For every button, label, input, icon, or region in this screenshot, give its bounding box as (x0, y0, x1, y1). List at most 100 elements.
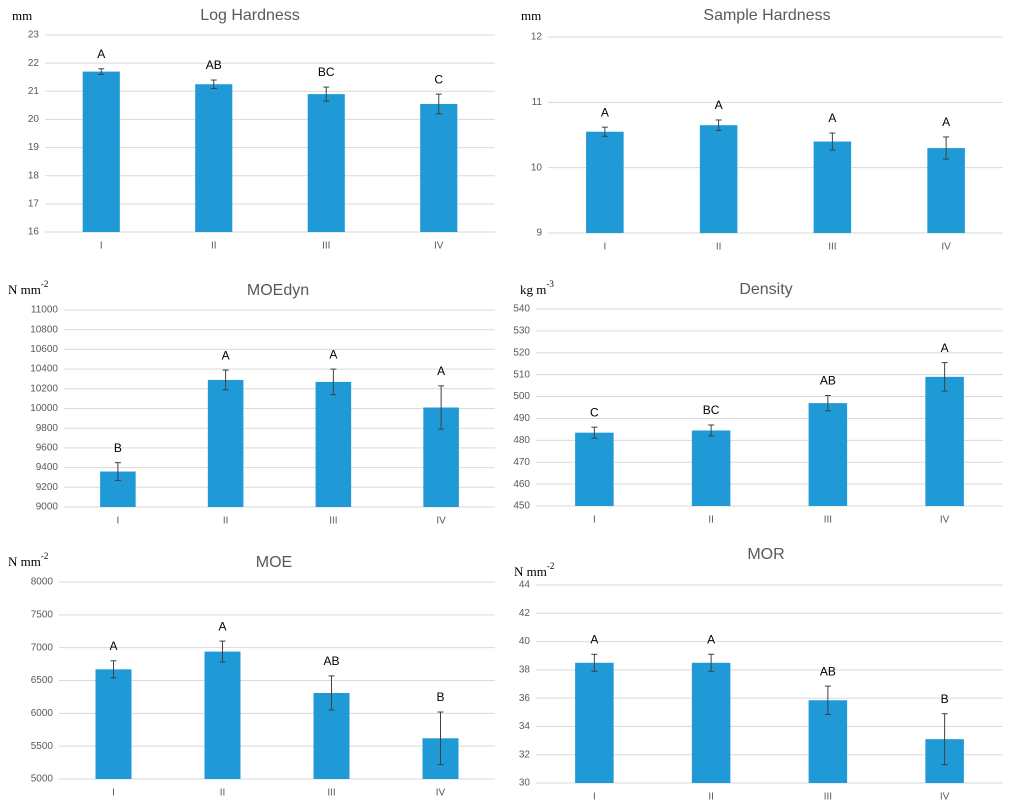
significance-label: A (941, 341, 949, 355)
x-tick-label: II (708, 792, 714, 803)
chart-title: Sample Hardness (703, 7, 830, 24)
chart-panel: mm Sample Hardness 9 10 11 12 A I A II A III A IV (521, 7, 1003, 253)
significance-label: A (329, 347, 337, 361)
bar (207, 379, 244, 507)
bar (699, 125, 738, 233)
significance-label: B (436, 690, 444, 704)
chart-panel: N mm-2 MOE 5000 5500 6000 6500 7000 7500 8000 A I A… (8, 551, 495, 799)
significance-label: A (942, 115, 950, 129)
x-tick-label: IV (941, 242, 951, 253)
bar (420, 103, 458, 232)
significance-label: A (97, 47, 105, 61)
y-tick-label: 44 (519, 580, 531, 591)
x-tick-label: I (593, 792, 596, 803)
x-tick-label: I (593, 515, 596, 526)
y-tick-label: 12 (531, 32, 543, 43)
y-tick-label: 9200 (36, 482, 59, 493)
y-unit-label: N mm-2 (8, 279, 48, 297)
bar (691, 662, 731, 783)
significance-label: B (114, 441, 122, 455)
chart-panel: N mm-2 MOR 30 32 34 36 38 40 42 44 A I A II AB III B IV (514, 546, 1003, 803)
y-tick-label: 8000 (31, 577, 54, 588)
y-tick-label: 10 (531, 162, 543, 173)
significance-label: AB (820, 664, 836, 678)
y-tick-label: 32 (519, 749, 531, 760)
y-tick-label: 9800 (36, 423, 59, 434)
y-tick-label: 9 (536, 228, 542, 239)
chart-title: MOE (256, 554, 292, 571)
x-tick-label: IV (434, 241, 444, 252)
y-tick-label: 19 (28, 142, 40, 153)
y-tick-label: 20 (28, 114, 40, 125)
significance-label: B (941, 692, 949, 706)
x-tick-label: III (824, 792, 832, 803)
x-tick-label: I (116, 516, 119, 527)
y-tick-label: 40 (519, 636, 531, 647)
y-tick-label: 9400 (36, 462, 59, 473)
y-tick-label: 9600 (36, 443, 59, 454)
y-tick-label: 530 (513, 326, 530, 337)
x-tick-label: II (220, 788, 226, 799)
bar (195, 84, 233, 232)
y-tick-label: 9000 (36, 502, 59, 513)
x-tick-label: III (327, 788, 335, 799)
significance-label: C (434, 72, 443, 86)
significance-label: A (715, 98, 723, 112)
x-tick-label: II (708, 515, 714, 526)
x-tick-label: III (828, 242, 836, 253)
y-tick-label: 11000 (31, 305, 59, 316)
chart-panel: mm Log Hardness 16 17 18 19 20 21 22 23 A I AB II BC II… (12, 7, 495, 252)
y-tick-label: 510 (513, 369, 530, 380)
y-tick-label: 17 (28, 198, 40, 209)
chart-title: MOR (747, 546, 784, 563)
significance-label: BC (703, 403, 720, 417)
significance-label: A (218, 619, 226, 633)
significance-label: A (590, 632, 598, 646)
y-tick-label: 11 (532, 97, 543, 108)
significance-label: BC (318, 65, 335, 79)
x-tick-label: III (329, 516, 337, 527)
y-tick-label: 34 (519, 721, 531, 732)
y-tick-label: 22 (28, 58, 40, 69)
x-tick-label: II (716, 242, 722, 253)
y-tick-label: 10000 (30, 403, 58, 414)
x-tick-label: III (322, 241, 330, 252)
bar (82, 71, 120, 232)
chart-title: MOEdyn (247, 282, 309, 299)
y-tick-label: 5500 (31, 741, 54, 752)
y-tick-label: 16 (28, 227, 40, 238)
chart-title: Density (739, 281, 792, 298)
bar (925, 376, 964, 506)
x-tick-label: IV (940, 515, 950, 526)
bar (575, 662, 614, 783)
chart-title: Log Hardness (200, 7, 300, 24)
chart-panel: N mm-2 MOEdyn 9000 9200 9400 9600 9800 10000 102… (8, 279, 495, 527)
significance-label: AB (820, 374, 836, 388)
y-unit-label: mm (521, 8, 541, 23)
bar (204, 651, 241, 779)
bar (927, 148, 965, 233)
y-tick-label: 470 (513, 457, 530, 468)
significance-label: A (707, 632, 715, 646)
y-tick-label: 36 (519, 693, 531, 704)
x-tick-label: I (112, 788, 115, 799)
y-unit-label: N mm-2 (514, 561, 554, 579)
y-tick-label: 540 (513, 304, 530, 315)
y-tick-label: 23 (28, 30, 40, 41)
bar (575, 432, 614, 506)
x-tick-label: IV (436, 788, 446, 799)
y-tick-label: 450 (513, 501, 530, 512)
y-tick-label: 520 (513, 347, 530, 358)
significance-label: AB (206, 58, 222, 72)
x-tick-label: I (100, 241, 103, 252)
y-tick-label: 42 (519, 608, 531, 619)
x-tick-label: IV (940, 792, 950, 803)
y-tick-label: 6500 (31, 675, 54, 686)
significance-label: A (222, 348, 230, 362)
bar (691, 430, 731, 506)
y-unit-label: N mm-2 (8, 551, 48, 569)
y-tick-label: 460 (513, 479, 530, 490)
bar (808, 403, 848, 506)
y-tick-label: 5000 (31, 774, 54, 785)
